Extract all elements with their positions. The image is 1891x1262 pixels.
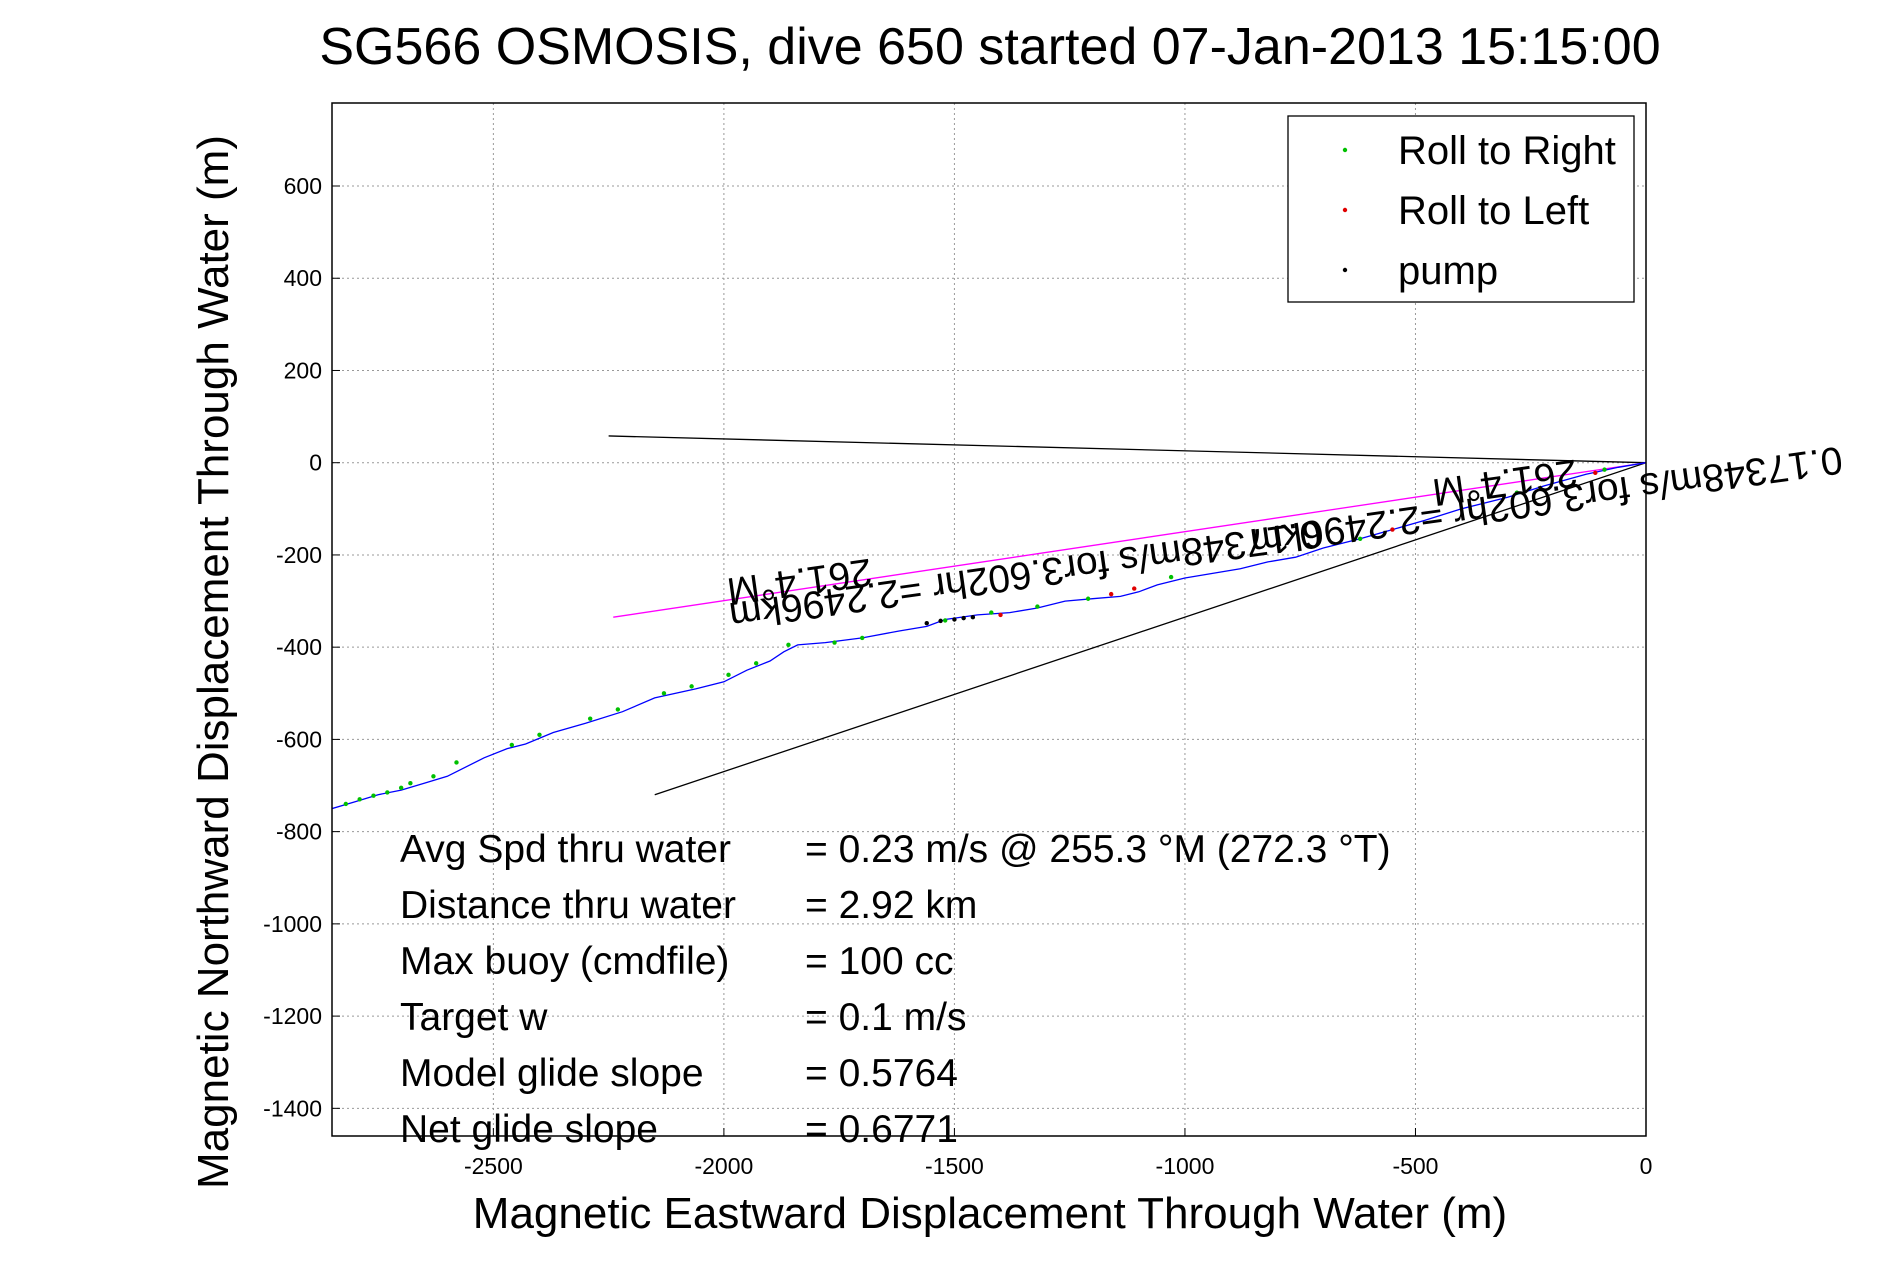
stat-label: Net glide slope: [400, 1108, 658, 1151]
data-point: [726, 672, 731, 678]
data-point: [1108, 591, 1114, 597]
plot-content: [332, 435, 1646, 810]
data-point: [943, 618, 948, 623]
data-point: [952, 617, 957, 622]
x-tick-label: -2000: [694, 1153, 753, 1179]
data-point: [860, 635, 865, 641]
track-line: [332, 462, 1646, 810]
y-axis-label: Magnetic Northward Displacement Through …: [189, 135, 238, 1189]
y-tick-label: -600: [276, 726, 322, 752]
data-point: [537, 732, 542, 737]
stat-label: Avg Spd thru water: [400, 828, 731, 871]
data-point: [1035, 604, 1040, 609]
data-point: [689, 684, 694, 689]
data-point: [1602, 467, 1607, 472]
legend-label: pump: [1398, 249, 1498, 293]
stats-block: Avg Spd thru water = 0.23 m/s @ 255.3 °M …: [400, 828, 1391, 1151]
stat-value: = 100 cc: [805, 940, 954, 983]
data-point: [1593, 470, 1598, 476]
data-point: [961, 615, 966, 621]
stat-label: Target w: [400, 996, 548, 1039]
data-point: [587, 716, 593, 721]
legend-marker: [1342, 267, 1348, 273]
reference-line: [654, 462, 1646, 796]
legend-marker: [1342, 207, 1348, 213]
y-tick-label: 200: [284, 357, 322, 383]
tick-labels: -2500 -2000 -1500 -1000 -500 0 600 400 200 0 -200 -…: [263, 173, 1652, 1179]
x-axis-label: Magnetic Eastward Displacement Through W…: [473, 1189, 1507, 1238]
data-point: [371, 793, 376, 798]
data-point: [357, 797, 362, 802]
stat-value: = 0.6771: [805, 1108, 958, 1151]
reference-line: [613, 462, 1646, 618]
y-tick-label: -200: [276, 542, 322, 568]
data-point: [398, 785, 404, 791]
chart-title: SG566 OSMOSIS, dive 650 started 07-Jan-2…: [319, 18, 1660, 76]
legend-label: Roll to Left: [1398, 189, 1589, 233]
data-point: [385, 790, 390, 795]
y-tick-label: -400: [276, 634, 322, 660]
y-tick-label: -1000: [263, 911, 322, 937]
data-point: [343, 801, 349, 807]
x-tick-label: 0: [1640, 1153, 1653, 1179]
data-point: [615, 707, 621, 712]
data-point: [1514, 490, 1520, 495]
y-tick-label: 0: [309, 450, 322, 476]
plot-frame: [331, 102, 1647, 1137]
y-tick-label: -1400: [263, 1095, 322, 1121]
data-point: [1390, 527, 1395, 532]
stat-value: = 0.1 m/s: [805, 996, 966, 1039]
legend-marker: [1342, 147, 1348, 153]
data-point: [989, 610, 994, 615]
stat-value: = 0.23 m/s @ 255.3 °M (272.3 °T): [805, 828, 1391, 871]
x-tick-label: -2500: [464, 1153, 523, 1179]
y-tick-label: -800: [276, 819, 322, 845]
legend-label: Roll to Right: [1398, 129, 1616, 173]
stat-value: = 0.5764: [805, 1052, 958, 1095]
x-tick-label: -1000: [1156, 1153, 1215, 1179]
y-tick-label: -1200: [263, 1003, 322, 1029]
data-point: [408, 781, 413, 786]
x-tick-label: -1500: [925, 1153, 984, 1179]
data-point: [509, 742, 515, 748]
data-point: [1132, 586, 1137, 591]
data-point: [938, 618, 943, 624]
stat-label: Model glide slope: [400, 1052, 704, 1095]
data-point: [661, 691, 667, 696]
data-point: [970, 614, 976, 620]
stat-value: = 2.92 km: [805, 884, 977, 927]
data-point: [786, 642, 791, 648]
y-tick-label: 400: [284, 265, 322, 291]
data-point: [454, 760, 459, 765]
legend: Roll to Right Roll to Left pump: [1287, 115, 1635, 303]
data-point: [431, 774, 436, 779]
data-point: [1085, 596, 1091, 601]
data-point: [998, 612, 1003, 618]
data-point: [1357, 536, 1363, 541]
stat-label: Distance thru water: [400, 884, 736, 927]
data-point: [753, 661, 759, 666]
data-point: [924, 620, 929, 626]
x-tick-label: -500: [1392, 1153, 1438, 1179]
reference-line: [608, 435, 1646, 464]
y-tick-label: 600: [284, 173, 322, 199]
stat-label: Max buoy (cmdfile): [400, 940, 729, 983]
data-point: [1168, 574, 1174, 580]
data-point: [832, 640, 837, 645]
